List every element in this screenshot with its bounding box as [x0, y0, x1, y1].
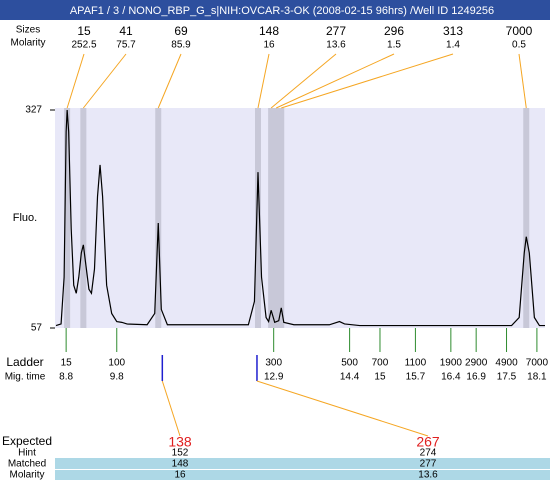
peak-band [278, 108, 285, 328]
peak-connector [257, 53, 270, 109]
peak-size: 277 [326, 24, 346, 38]
ladder-time: 16.4 [441, 372, 461, 383]
peak-connector [270, 53, 337, 109]
ladder-size: 7000 [526, 358, 549, 369]
expected-size: 267 [416, 434, 440, 450]
peak-band [155, 108, 162, 328]
ladder-time: 9.8 [110, 372, 124, 383]
peak-molarity: 1.5 [387, 40, 401, 51]
ladder-time: 12.9 [264, 372, 284, 383]
peak-band [268, 108, 275, 328]
trace [55, 109, 545, 327]
y-tick-label: 327 [25, 105, 42, 116]
matched-value: 277 [420, 459, 437, 470]
molarity-row-label: Molarity [10, 38, 45, 49]
ladder-time: 15 [374, 372, 386, 383]
peak-connector [82, 53, 127, 109]
peak-connector [518, 53, 527, 109]
hint-label: Hint [18, 448, 36, 459]
ladder-time: 15.7 [406, 372, 426, 383]
expected-size: 138 [168, 434, 192, 450]
plot-area [55, 108, 545, 328]
ladder-time: 17.5 [497, 372, 517, 383]
expected-molarity-label: Molarity [9, 470, 44, 480]
peak-band [64, 108, 71, 328]
peak-connector [66, 53, 85, 109]
title: APAF1 / 3 / NONO_RBP_G_s|NIH:OVCAR-3-OK … [70, 5, 494, 17]
peak-connector [157, 53, 182, 109]
matched-value: 148 [172, 459, 189, 470]
peak-molarity: 252.5 [71, 40, 96, 51]
peak-band [523, 108, 530, 328]
hint-value: 274 [420, 448, 437, 459]
peak-size: 148 [259, 24, 279, 38]
peak-molarity: 85.9 [171, 40, 191, 51]
ladder-size: 15 [61, 358, 73, 369]
matched-band [55, 458, 550, 469]
peak-connector [276, 53, 395, 109]
peak-size: 15 [77, 24, 91, 38]
mig-time-label: Mig. time [5, 372, 46, 383]
peak-connector [281, 53, 454, 109]
peak-band [254, 108, 261, 328]
peak-size: 313 [443, 24, 463, 38]
molarity-band [55, 470, 550, 480]
ladder-time: 14.4 [340, 372, 360, 383]
peak-band [273, 108, 280, 328]
ladder-time: 8.8 [59, 372, 73, 383]
ladder-size: 100 [108, 358, 125, 369]
expected-label: Expected [2, 434, 52, 448]
molarity-value: 13.6 [418, 470, 438, 480]
y-tick-label: 57 [31, 323, 43, 334]
ladder-size: 300 [265, 358, 282, 369]
peak-band [80, 108, 87, 328]
matched-label: Matched [8, 459, 46, 470]
ladder-size: 4900 [495, 358, 518, 369]
ladder-size: 2900 [465, 358, 488, 369]
peak-size: 41 [119, 24, 133, 38]
expected-connector [161, 380, 181, 437]
peak-molarity: 13.6 [326, 40, 346, 51]
peak-size: 7000 [506, 24, 533, 38]
ladder-label: Ladder [6, 355, 43, 369]
ladder-time: 18.1 [527, 372, 547, 383]
size-row-label: Sizes [16, 25, 40, 36]
peak-molarity: 16 [263, 40, 275, 51]
ladder-size: 700 [372, 358, 389, 369]
peak-size: 296 [384, 24, 404, 38]
peak-size: 69 [174, 24, 188, 38]
title-bar [0, 0, 550, 20]
hint-value: 152 [172, 448, 189, 459]
ladder-size: 500 [341, 358, 358, 369]
ladder-time: 16.9 [466, 372, 486, 383]
ladder-size: 1100 [405, 358, 427, 369]
peak-molarity: 75.7 [116, 40, 136, 51]
peak-molarity: 1.4 [446, 40, 460, 51]
molarity-value: 16 [174, 470, 186, 480]
y-axis-label: Fluo. [13, 212, 37, 224]
ladder-size: 1900 [440, 358, 463, 369]
expected-connector [256, 380, 429, 437]
peak-molarity: 0.5 [512, 40, 526, 51]
